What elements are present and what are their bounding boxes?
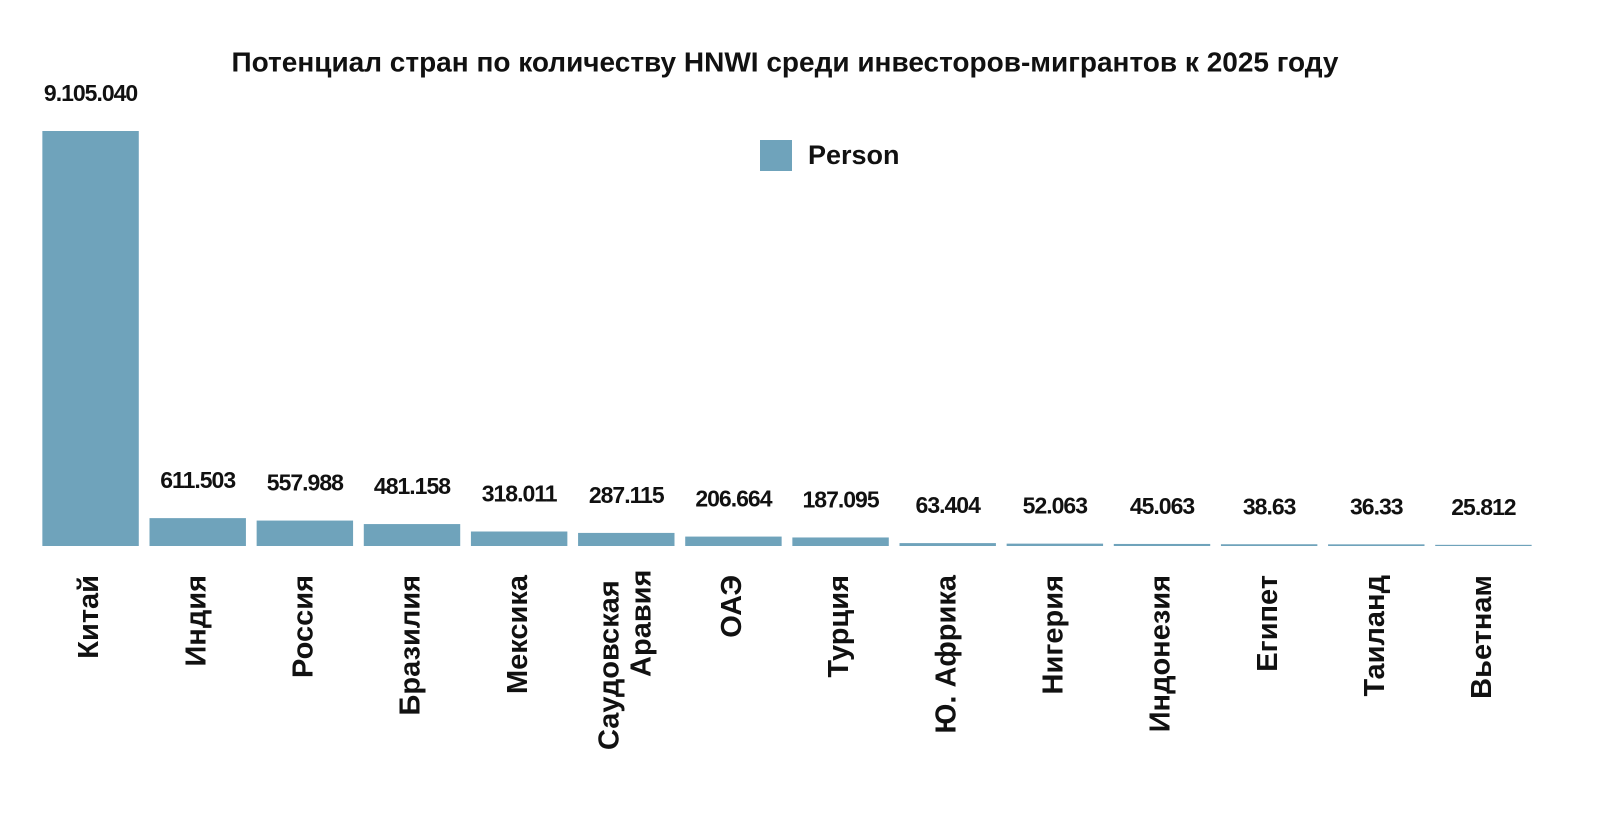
bar — [256, 520, 354, 546]
x-tick-label: Мексика — [502, 574, 534, 694]
x-tick-label: Нигерия — [1038, 575, 1070, 694]
value-label: 611.503 — [160, 467, 235, 493]
value-label: 206.664 — [695, 486, 772, 512]
legend-label: Person — [808, 140, 900, 170]
bar — [899, 543, 996, 546]
x-tick-label: Египет — [1252, 575, 1284, 672]
x-tick-label: Саудовская Аравия — [593, 570, 657, 750]
bar — [470, 531, 568, 546]
x-tick-label: Ю. Африка — [930, 574, 962, 733]
value-label: 318.011 — [482, 481, 558, 507]
bar — [792, 537, 889, 546]
bar — [685, 536, 782, 546]
x-tick-label: Индия — [180, 575, 212, 667]
bar — [1220, 544, 1318, 546]
value-label: 38.63 — [1243, 493, 1296, 519]
x-tick-label: ОАЭ — [716, 575, 748, 638]
x-tick-label: Китай — [73, 575, 105, 659]
bar — [363, 524, 461, 546]
value-label: 52.063 — [1023, 493, 1088, 519]
value-label: 287.115 — [589, 482, 665, 508]
bar — [578, 532, 675, 546]
value-label: 45.063 — [1130, 493, 1195, 519]
value-label: 25.812 — [1451, 494, 1516, 520]
value-label: 481.158 — [374, 473, 451, 499]
bar — [1435, 544, 1532, 546]
value-label: 36.33 — [1350, 493, 1403, 519]
chart-title: Потенциал стран по количеству HNWI среди… — [232, 46, 1339, 77]
bar — [1328, 544, 1425, 546]
x-tick-label-line: Саудовская — [593, 580, 625, 750]
bar — [1113, 543, 1211, 546]
value-label: 9.105.040 — [44, 80, 138, 106]
value-label: 187.095 — [803, 487, 880, 513]
x-tick-label: Таиланд — [1359, 575, 1391, 696]
legend-swatch — [760, 140, 792, 171]
x-tick-label-line: Аравия — [625, 570, 657, 685]
x-tick-label: Турция — [823, 575, 855, 678]
x-tick-label: Вьетнам — [1466, 575, 1498, 699]
value-label: 63.404 — [916, 492, 982, 518]
bar — [149, 518, 246, 546]
x-tick-label: Бразилия — [395, 575, 427, 715]
bar — [42, 131, 139, 546]
x-tick-label: Россия — [288, 575, 320, 678]
bar — [1006, 543, 1104, 546]
x-tick-label: Индонезия — [1145, 575, 1177, 732]
value-label: 557.988 — [267, 470, 344, 496]
